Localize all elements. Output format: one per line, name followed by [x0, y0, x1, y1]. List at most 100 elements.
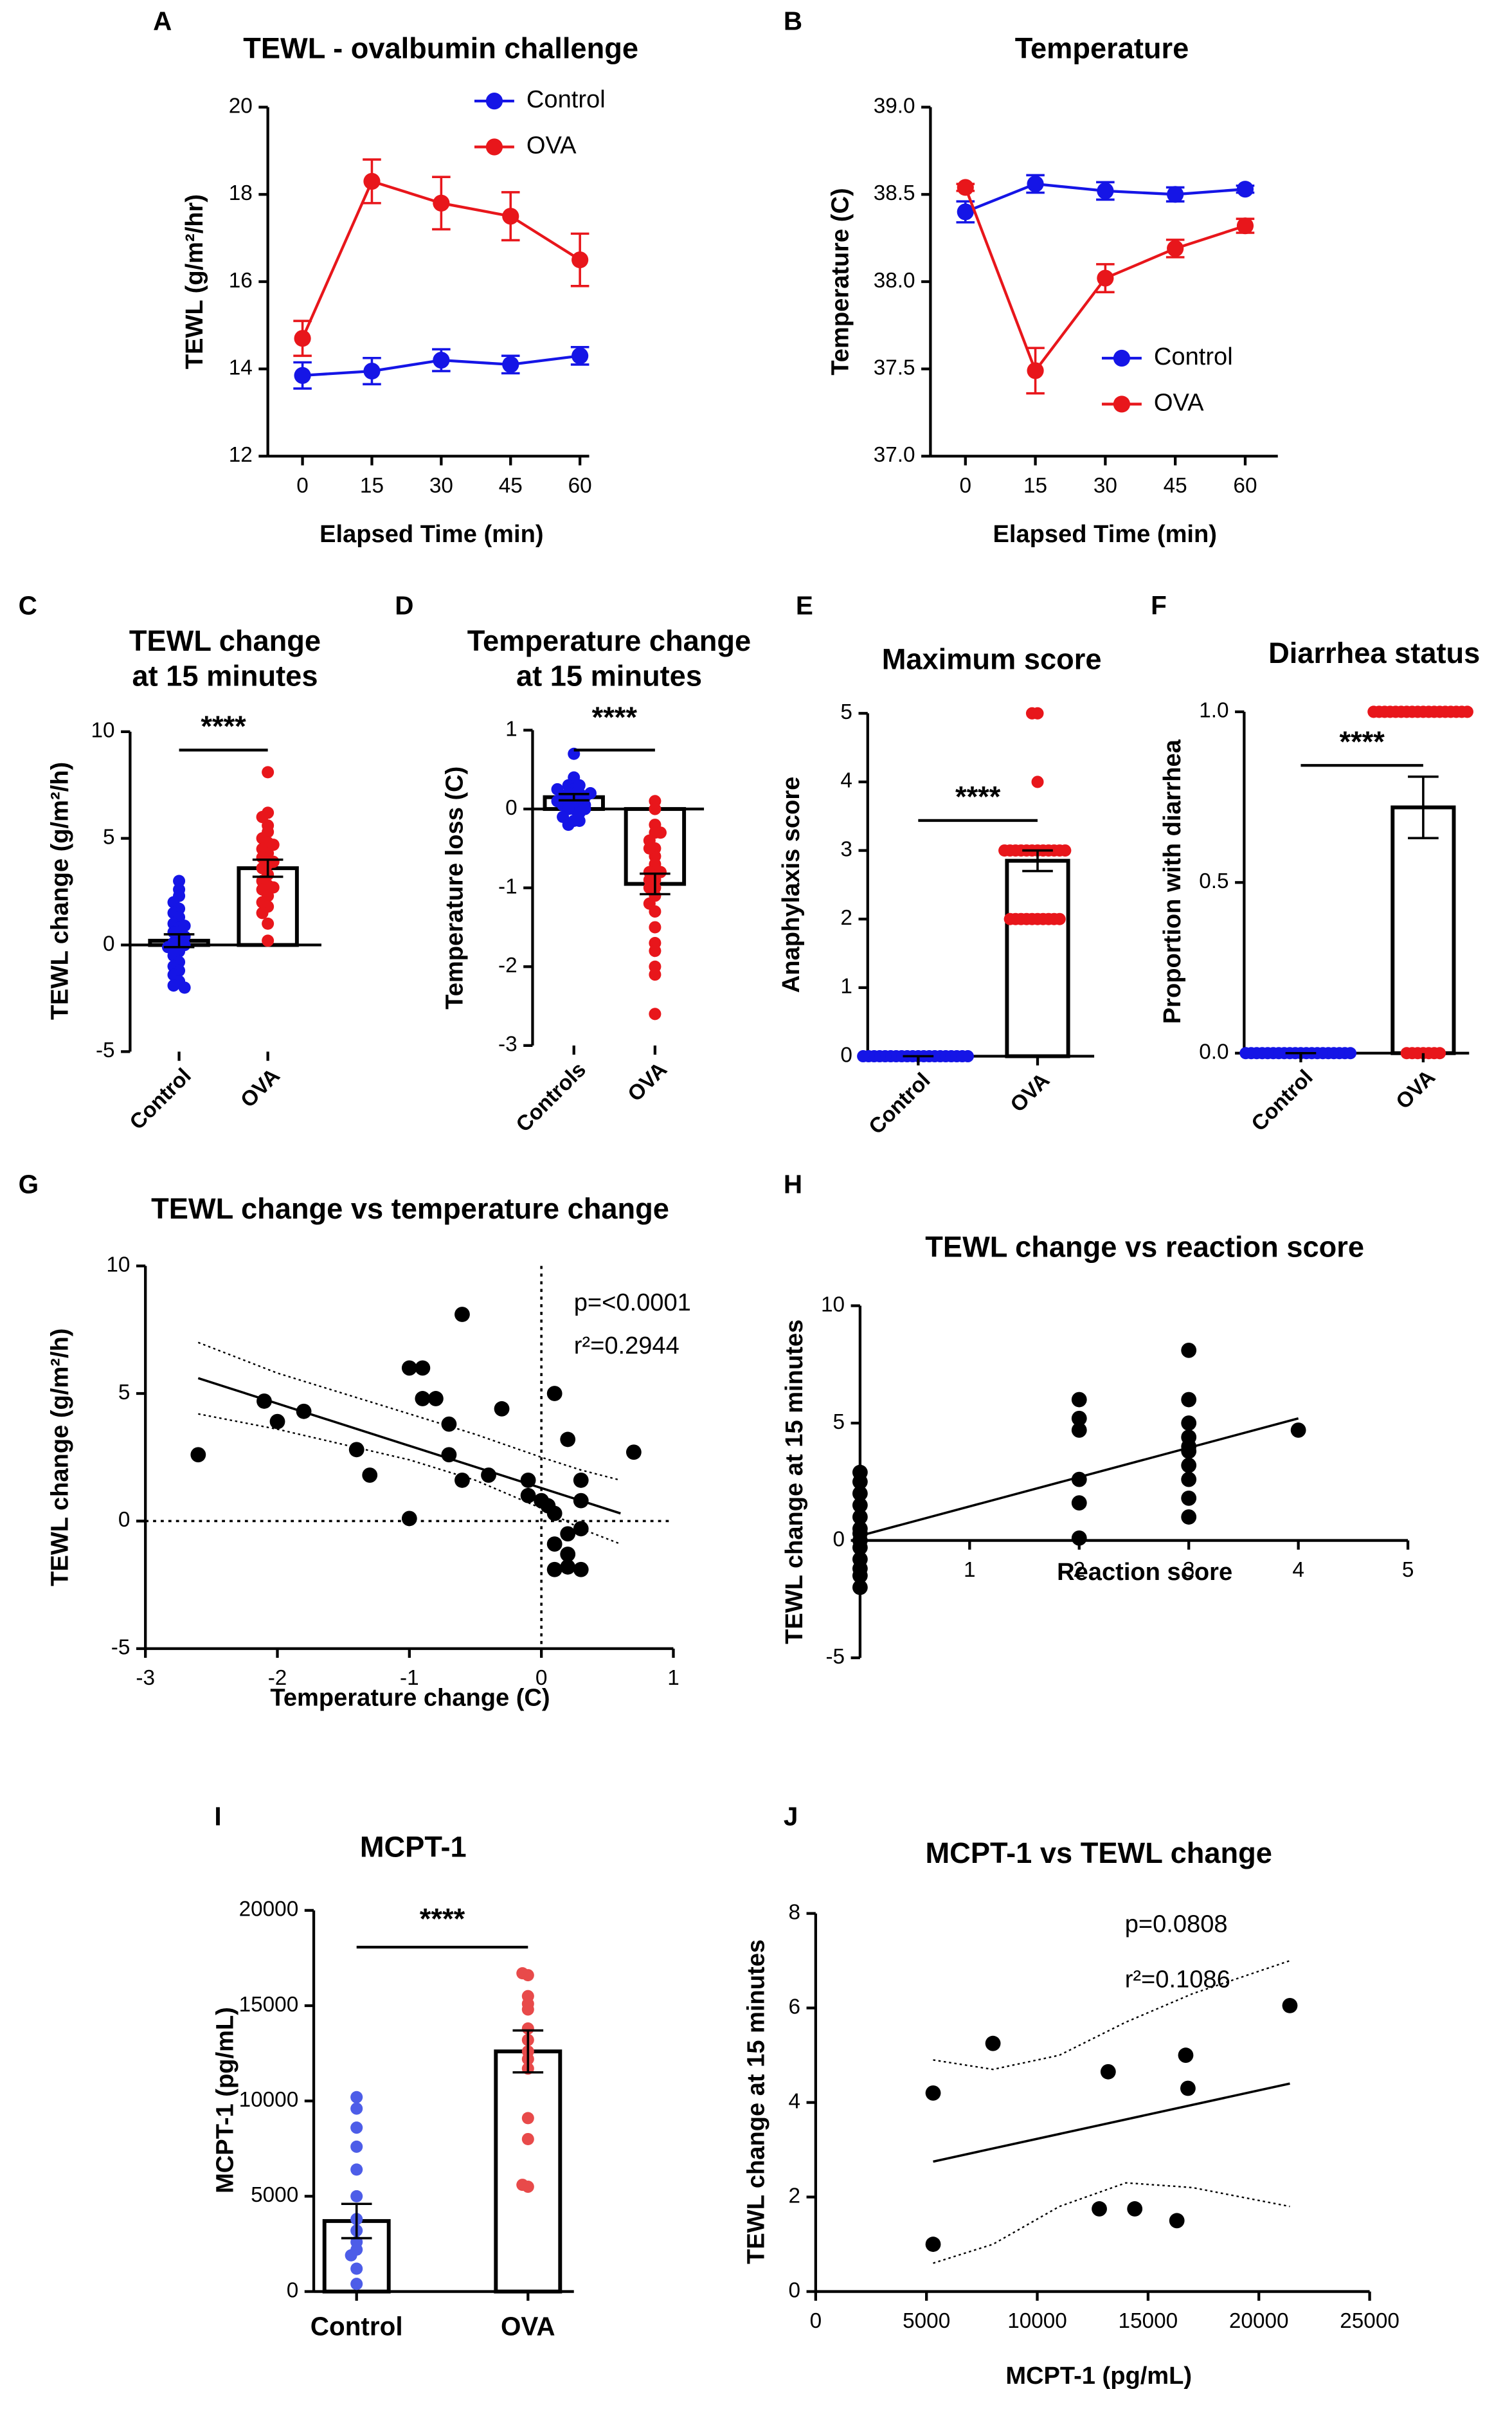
panel-letter: D: [395, 591, 413, 621]
data-point: [573, 1473, 589, 1488]
annotation: p=0.0808: [1125, 1911, 1228, 1938]
data-point: [481, 1467, 496, 1483]
data-point: [573, 779, 586, 792]
legend-marker: [485, 93, 503, 110]
x-tick-label: 2: [1073, 1558, 1085, 1582]
annotation: r²=0.1086: [1125, 1966, 1230, 1993]
significance-label: ****: [420, 1902, 465, 1935]
x-tick-label: 15: [1023, 474, 1047, 498]
y-tick-label: 1: [505, 717, 518, 741]
data-point: [256, 1393, 272, 1409]
y-tick-label: 12: [229, 443, 253, 467]
data-point: [1031, 776, 1044, 788]
data-point: [350, 2163, 363, 2176]
data-point: [1071, 1410, 1087, 1426]
data-point: [1071, 1530, 1087, 1546]
y-tick-label: -1: [498, 875, 518, 898]
confidence-band: [933, 2182, 1290, 2264]
data-point: [1400, 1047, 1413, 1060]
data-point: [262, 819, 274, 832]
data-point: [560, 1559, 576, 1575]
data-point: [167, 979, 180, 992]
x-tick-label: -3: [136, 1666, 155, 1690]
x-axis-label: Reaction score: [1057, 1559, 1232, 1586]
y-tick-label: 10: [821, 1293, 845, 1316]
data-point: [852, 1497, 868, 1513]
y-tick-label: 10: [91, 719, 115, 743]
chart-title: TEWL change: [129, 624, 321, 657]
data-point: [267, 839, 280, 851]
data-point: [350, 2278, 363, 2291]
data-point: [573, 1493, 589, 1509]
x-tick-label: 0: [960, 474, 972, 498]
data-point: [649, 905, 662, 918]
data-point: [494, 1401, 510, 1417]
chart-title: MCPT-1: [360, 1831, 467, 1864]
x-tick-label: 0: [296, 474, 309, 498]
data-point: [1181, 1490, 1197, 1506]
annotation: r²=0.2944: [574, 1332, 680, 1359]
legend-marker: [1113, 349, 1131, 367]
data-point: [520, 1487, 536, 1503]
data-point: [852, 1539, 868, 1556]
data-point: [350, 2262, 363, 2275]
data-point: [546, 1536, 562, 1552]
data-point: [516, 2179, 529, 2192]
x-tick-label: 25000: [1340, 2309, 1400, 2333]
data-point: [1181, 1392, 1197, 1408]
error-bar: [252, 858, 284, 878]
panel-letter: J: [784, 1802, 798, 1831]
data-point: [350, 2121, 363, 2134]
x-tick-label: Control: [125, 1064, 196, 1134]
y-tick-label: 38.0: [874, 269, 915, 293]
data-point: [1071, 1392, 1087, 1408]
data-point: [1236, 217, 1254, 235]
y-tick-label: 5: [103, 826, 115, 849]
x-tick-label: OVA: [501, 2311, 555, 2341]
y-tick-label: 18: [229, 181, 253, 205]
chart-title: TEWL - ovalbumin challenge: [243, 32, 638, 65]
data-point: [1025, 707, 1038, 720]
x-tick-label: -2: [268, 1666, 287, 1690]
data-point: [1071, 1422, 1087, 1438]
data-point: [1071, 1495, 1087, 1511]
data-point: [643, 842, 656, 855]
data-point: [428, 1391, 444, 1406]
data-point: [1127, 2201, 1143, 2217]
panel-letter: G: [19, 1170, 39, 1199]
data-point: [433, 352, 450, 369]
confidence-band: [198, 1413, 621, 1545]
y-axis-label: Proportion with diarrhea: [1159, 739, 1186, 1024]
data-point: [1181, 1509, 1197, 1525]
bar: [1390, 805, 1456, 1055]
data-point: [362, 1467, 378, 1483]
data-point: [262, 766, 274, 779]
x-tick-label: 15000: [1119, 2309, 1178, 2333]
panel-letter: C: [19, 591, 37, 621]
data-point: [269, 1413, 285, 1429]
data-point: [350, 2091, 363, 2103]
data-point: [441, 1447, 457, 1463]
data-point: [1053, 912, 1066, 925]
data-point: [415, 1391, 431, 1406]
data-point: [415, 1360, 431, 1376]
significance-label: ****: [201, 710, 246, 743]
x-tick-label: 5: [1402, 1558, 1414, 1582]
data-point: [649, 803, 662, 815]
x-tick-label: 45: [499, 474, 523, 498]
error-bar: [1408, 775, 1439, 840]
data-point: [998, 844, 1011, 857]
legend-label: OVA: [526, 132, 577, 159]
y-tick-label: 16: [229, 269, 253, 293]
data-point: [560, 1431, 576, 1447]
y-tick-label: 5: [118, 1381, 130, 1404]
data-point: [1461, 705, 1473, 718]
data-point: [521, 2132, 534, 2145]
legend-label: OVA: [1154, 390, 1204, 417]
chart-title: TEWL change vs temperature change: [151, 1192, 669, 1225]
data-point: [173, 875, 186, 887]
y-tick-label: -3: [498, 1033, 518, 1057]
data-point: [1367, 705, 1380, 718]
data-point: [649, 968, 662, 981]
data-point: [957, 179, 974, 196]
